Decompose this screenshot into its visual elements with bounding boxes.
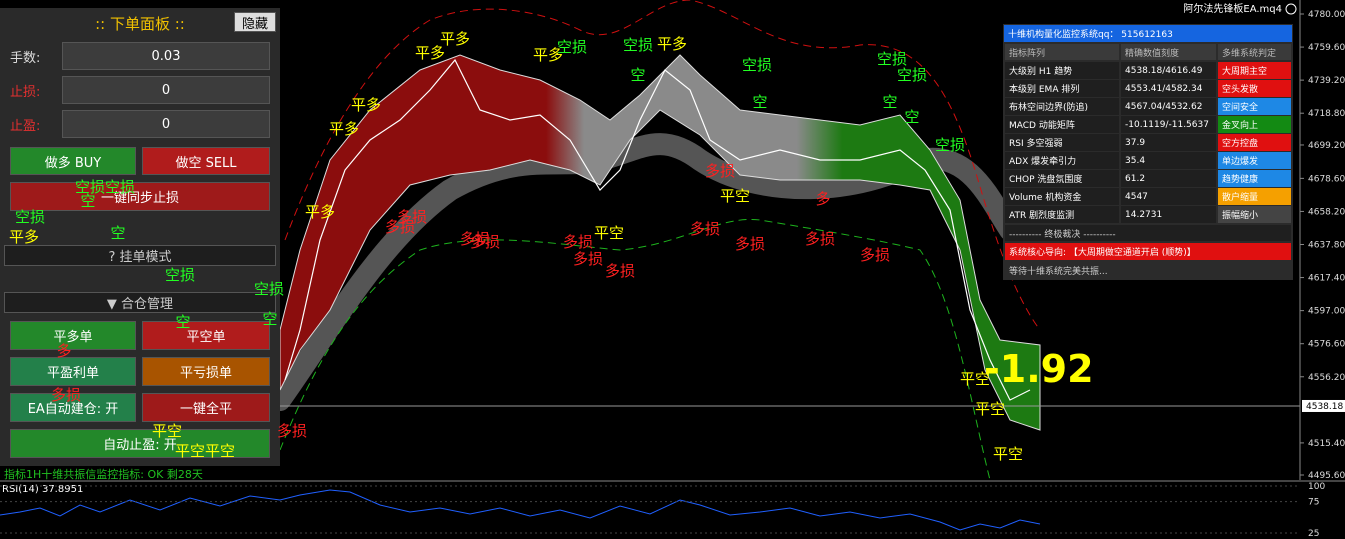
lower-band [279,218,991,481]
smiley [1285,3,1297,15]
price-tick-label: 4678.60 [1308,174,1345,184]
price-tick-label: 4576.60 [1308,340,1345,350]
order-panel: :: 下单面板 :: 隐藏 手数: 0.03 止损: 0 止盈: 0 做多 BU… [0,8,280,466]
cloud [279,54,1041,431]
current-price-box [1302,399,1345,412]
close-all-button[interactable]: 一键全平 [142,393,270,422]
monitor-cell: 空方控盘 [1218,134,1291,151]
rsi-label: RSI(14) 37.8951 [2,484,83,495]
verdict: 系统核心导向: 【大周期做空通道开启 (顺势)】 [1005,243,1291,260]
monitor-cell: RSI 多空强弱 [1005,134,1119,151]
monitor-cell: 4567.04/4532.62 [1121,98,1216,115]
close-loss-button[interactable]: 平亏损单 [142,357,270,386]
field-input[interactable]: 0.03 [62,42,270,70]
monitor-cell: 4547 [1121,188,1216,205]
monitor-header: 多维系统判定 [1218,44,1291,60]
price-tick-label: 4739.20 [1308,76,1345,86]
verdict-title: ---------- 终极裁决 ---------- [1005,225,1291,241]
monitor-title: 十维机构量化监控系统qq： 515612163 [1004,25,1292,42]
field-input[interactable]: 0 [62,110,270,138]
monitor-cell: ADX 爆发牵引力 [1005,152,1119,169]
buy-button[interactable]: 做多 BUY [10,147,136,175]
monitor-cell: 14.2731 [1121,206,1216,223]
close-long-button[interactable]: 平多单 [10,321,136,350]
monitor-cell: 大周期主空 [1218,62,1291,79]
monitor-cell: 37.9 [1121,134,1216,151]
price-tick-label: 4515.40 [1308,439,1345,449]
status-line: 指标1H十维共振信监控指标: OK 剩28天 [4,467,203,481]
close-profit-button[interactable]: 平盈利单 [10,357,136,386]
monitor-cell: 趋势健康 [1218,170,1291,187]
price-tick-label: 4617.40 [1308,274,1345,284]
monitor-cell: 大级别 H1 趋势 [1005,62,1119,79]
monitor-cell: 35.4 [1121,152,1216,169]
field-label: 手数: [10,50,41,66]
price-line [284,58,1031,401]
rsi-tick-label: 25 [1308,529,1319,539]
pnl: -1.92 [984,347,1094,391]
monitor-table: 十维机构量化监控系统qq： 515612163 指标阵列 精确数值刻度 多维系统判定大… [1003,24,1293,280]
monitor-cell: ATR 剧烈度监测 [1005,206,1119,223]
sell-button[interactable]: 做空 SELL [142,147,270,175]
monitor-cell: 振幅缩小 [1218,206,1291,223]
price-tick-label: 4637.80 [1308,241,1345,251]
price-tick-label: 4759.60 [1308,43,1345,53]
upper-band [284,0,1041,331]
monitor-cell: 61.2 [1121,170,1216,187]
price-tick-label: 4718.80 [1308,109,1345,119]
monitor-cell: 单边爆发 [1218,152,1291,169]
monitor-cell: 4553.41/4582.34 [1121,80,1216,97]
auto-open-button[interactable]: EA自动建仓: 开 [10,393,136,422]
price-tick-label: 4556.20 [1308,373,1345,383]
monitor-cell: MACD 动能矩阵 [1005,116,1119,133]
current-price-label: 4538.18 [1306,402,1343,412]
monitor-cell: 金叉向上 [1218,116,1291,133]
hide-button[interactable]: 隐藏 [234,12,276,32]
panel-title: :: 下单面板 :: [95,14,185,33]
field-label: 止损: [10,84,41,100]
auto-tp-button[interactable]: 自动止盈: 开 [10,429,270,458]
price-tick-label: 4658.20 [1308,207,1345,217]
price-tick-label: 4495.60 [1308,471,1345,481]
monitor-footer: 等待十维系统完美共振... [1005,262,1291,278]
price-tick-label: 4780.00 [1308,10,1345,20]
rsi-line [0,489,1041,531]
monitor-cell: 本级别 EMA 排列 [1005,80,1119,97]
monitor-header: 指标阵列 [1005,44,1119,60]
monitor-cell: 布林空间边界(防追) [1005,98,1119,115]
monitor-cell: 空间安全 [1218,98,1291,115]
close-short-button[interactable]: 平空单 [142,321,270,350]
sync-sl-button[interactable]: 一键同步止损 [10,182,270,211]
rsi-tick-label: 100 [1308,482,1325,492]
price-tick-label: 4597.00 [1308,307,1345,317]
monitor-cell: 散户缩量 [1218,188,1291,205]
rsi-tick-label: 75 [1308,498,1319,508]
monitor-cell: -10.1119/-11.5637 [1121,116,1216,133]
pending-toggle[interactable]: ? 挂单模式 [4,245,276,266]
monitor-header: 精确数值刻度 [1121,44,1216,60]
monitor-cell: 空头发散 [1218,80,1291,97]
monitor-cell: CHOP 洗盘氛围度 [1005,170,1119,187]
monitor-cell: 4538.18/4616.49 [1121,62,1216,79]
field-input[interactable]: 0 [62,76,270,104]
monitor-cell: Volume 机构资金 [1005,188,1119,205]
price-tick-label: 4699.20 [1308,141,1345,151]
window-title: 阿尔法先锋板EA.mq4 [1183,2,1282,15]
merge-toggle[interactable]: ▼ 合仓管理 [4,292,276,313]
field-label: 止盈: [10,118,41,134]
